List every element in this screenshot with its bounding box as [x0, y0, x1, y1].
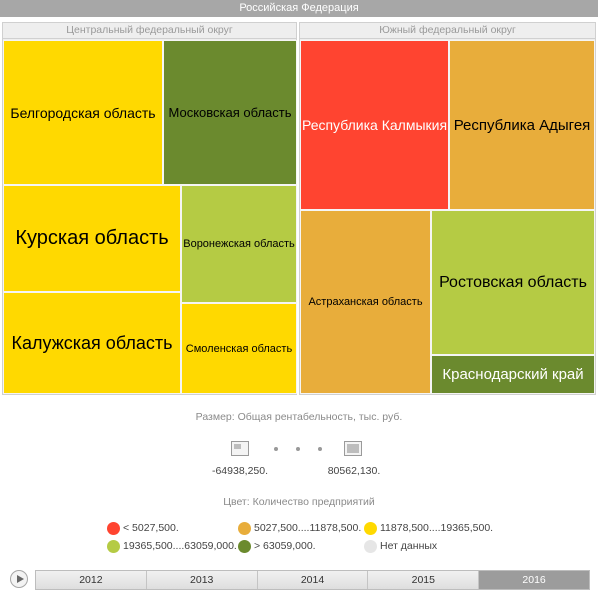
tile-belgorod[interactable]: Белгородская область	[3, 40, 163, 185]
tile-label: Воронежская область	[183, 238, 295, 250]
region-south-header[interactable]: Южный федеральный округ	[300, 23, 595, 39]
size-small-icon	[231, 441, 249, 456]
legend-dot-nodata[interactable]	[364, 540, 377, 553]
tile-moscow[interactable]: Московская область	[163, 40, 297, 185]
legend-dot-red[interactable]	[107, 522, 120, 535]
tile-label: Республика Калмыкия	[301, 117, 448, 133]
tile-label: Смоленская область	[185, 342, 293, 355]
legend-dot-yellow[interactable]	[364, 522, 377, 535]
play-button[interactable]	[10, 570, 28, 588]
tile-label: Калужская область	[11, 332, 173, 353]
timeline-year-2014[interactable]: 2014	[257, 571, 369, 589]
timeline-year-2015[interactable]: 2015	[368, 571, 480, 589]
legend-label: 19365,500....63059,000.	[123, 540, 237, 552]
tile-kursk[interactable]: Курская область	[3, 185, 181, 292]
tile-label: Ростовская область	[439, 273, 587, 291]
timeline-year-2016[interactable]: 2016	[479, 571, 589, 589]
tile-krasnodar[interactable]: Краснодарский край	[431, 355, 595, 394]
legend-label: < 5027,500.	[123, 522, 179, 534]
legend-dot-orange[interactable]	[238, 522, 251, 535]
timeline: 2012 2013 2014 2015 2016	[35, 570, 590, 590]
tile-kalmykia[interactable]: Республика Калмыкия	[300, 40, 449, 210]
size-large-icon	[344, 441, 362, 456]
dot-icon	[318, 447, 322, 451]
tile-label: Астраханская область	[308, 296, 423, 308]
dot-icon	[274, 447, 278, 451]
tile-label: Белгородская область	[10, 104, 156, 121]
root-title: Российская Федерация	[0, 0, 598, 17]
tile-adygea[interactable]: Республика Адыгея	[449, 40, 595, 210]
legend-dot-lightgreen[interactable]	[107, 540, 120, 553]
timeline-year-2013[interactable]: 2013	[146, 571, 258, 589]
legend-label: > 63059,000.	[254, 540, 316, 552]
tile-label: Республика Адыгея	[453, 116, 591, 134]
dot-icon	[296, 447, 300, 451]
region-central-header[interactable]: Центральный федеральный округ	[3, 23, 296, 39]
tile-label: Курская область	[15, 227, 169, 249]
size-min-value: -64938,250.	[211, 465, 269, 477]
tile-voronezh[interactable]: Воронежская область	[181, 185, 297, 303]
tile-label: Московская область	[168, 105, 292, 120]
tile-astrakhan[interactable]: Астраханская область	[300, 210, 431, 394]
color-legend-title: Цвет: Количество предприятий	[223, 496, 375, 508]
tile-smolensk[interactable]: Смоленская область	[181, 303, 297, 394]
timeline-year-2012[interactable]: 2012	[36, 571, 147, 589]
legend-dot-darkgreen[interactable]	[238, 540, 251, 553]
size-legend-title: Размер: Общая рентабельность, тыс. руб.	[195, 411, 403, 423]
legend-label: Нет данных	[380, 540, 438, 552]
tile-kaluga[interactable]: Калужская область	[3, 292, 181, 394]
tile-label: Краснодарский край	[442, 366, 584, 383]
size-max-value: 80562,130.	[327, 465, 381, 477]
tile-rostov[interactable]: Ростовская область	[431, 210, 595, 355]
legend-label: 11878,500....19365,500.	[380, 522, 494, 534]
legend-label: 5027,500....11878,500.	[254, 522, 362, 534]
